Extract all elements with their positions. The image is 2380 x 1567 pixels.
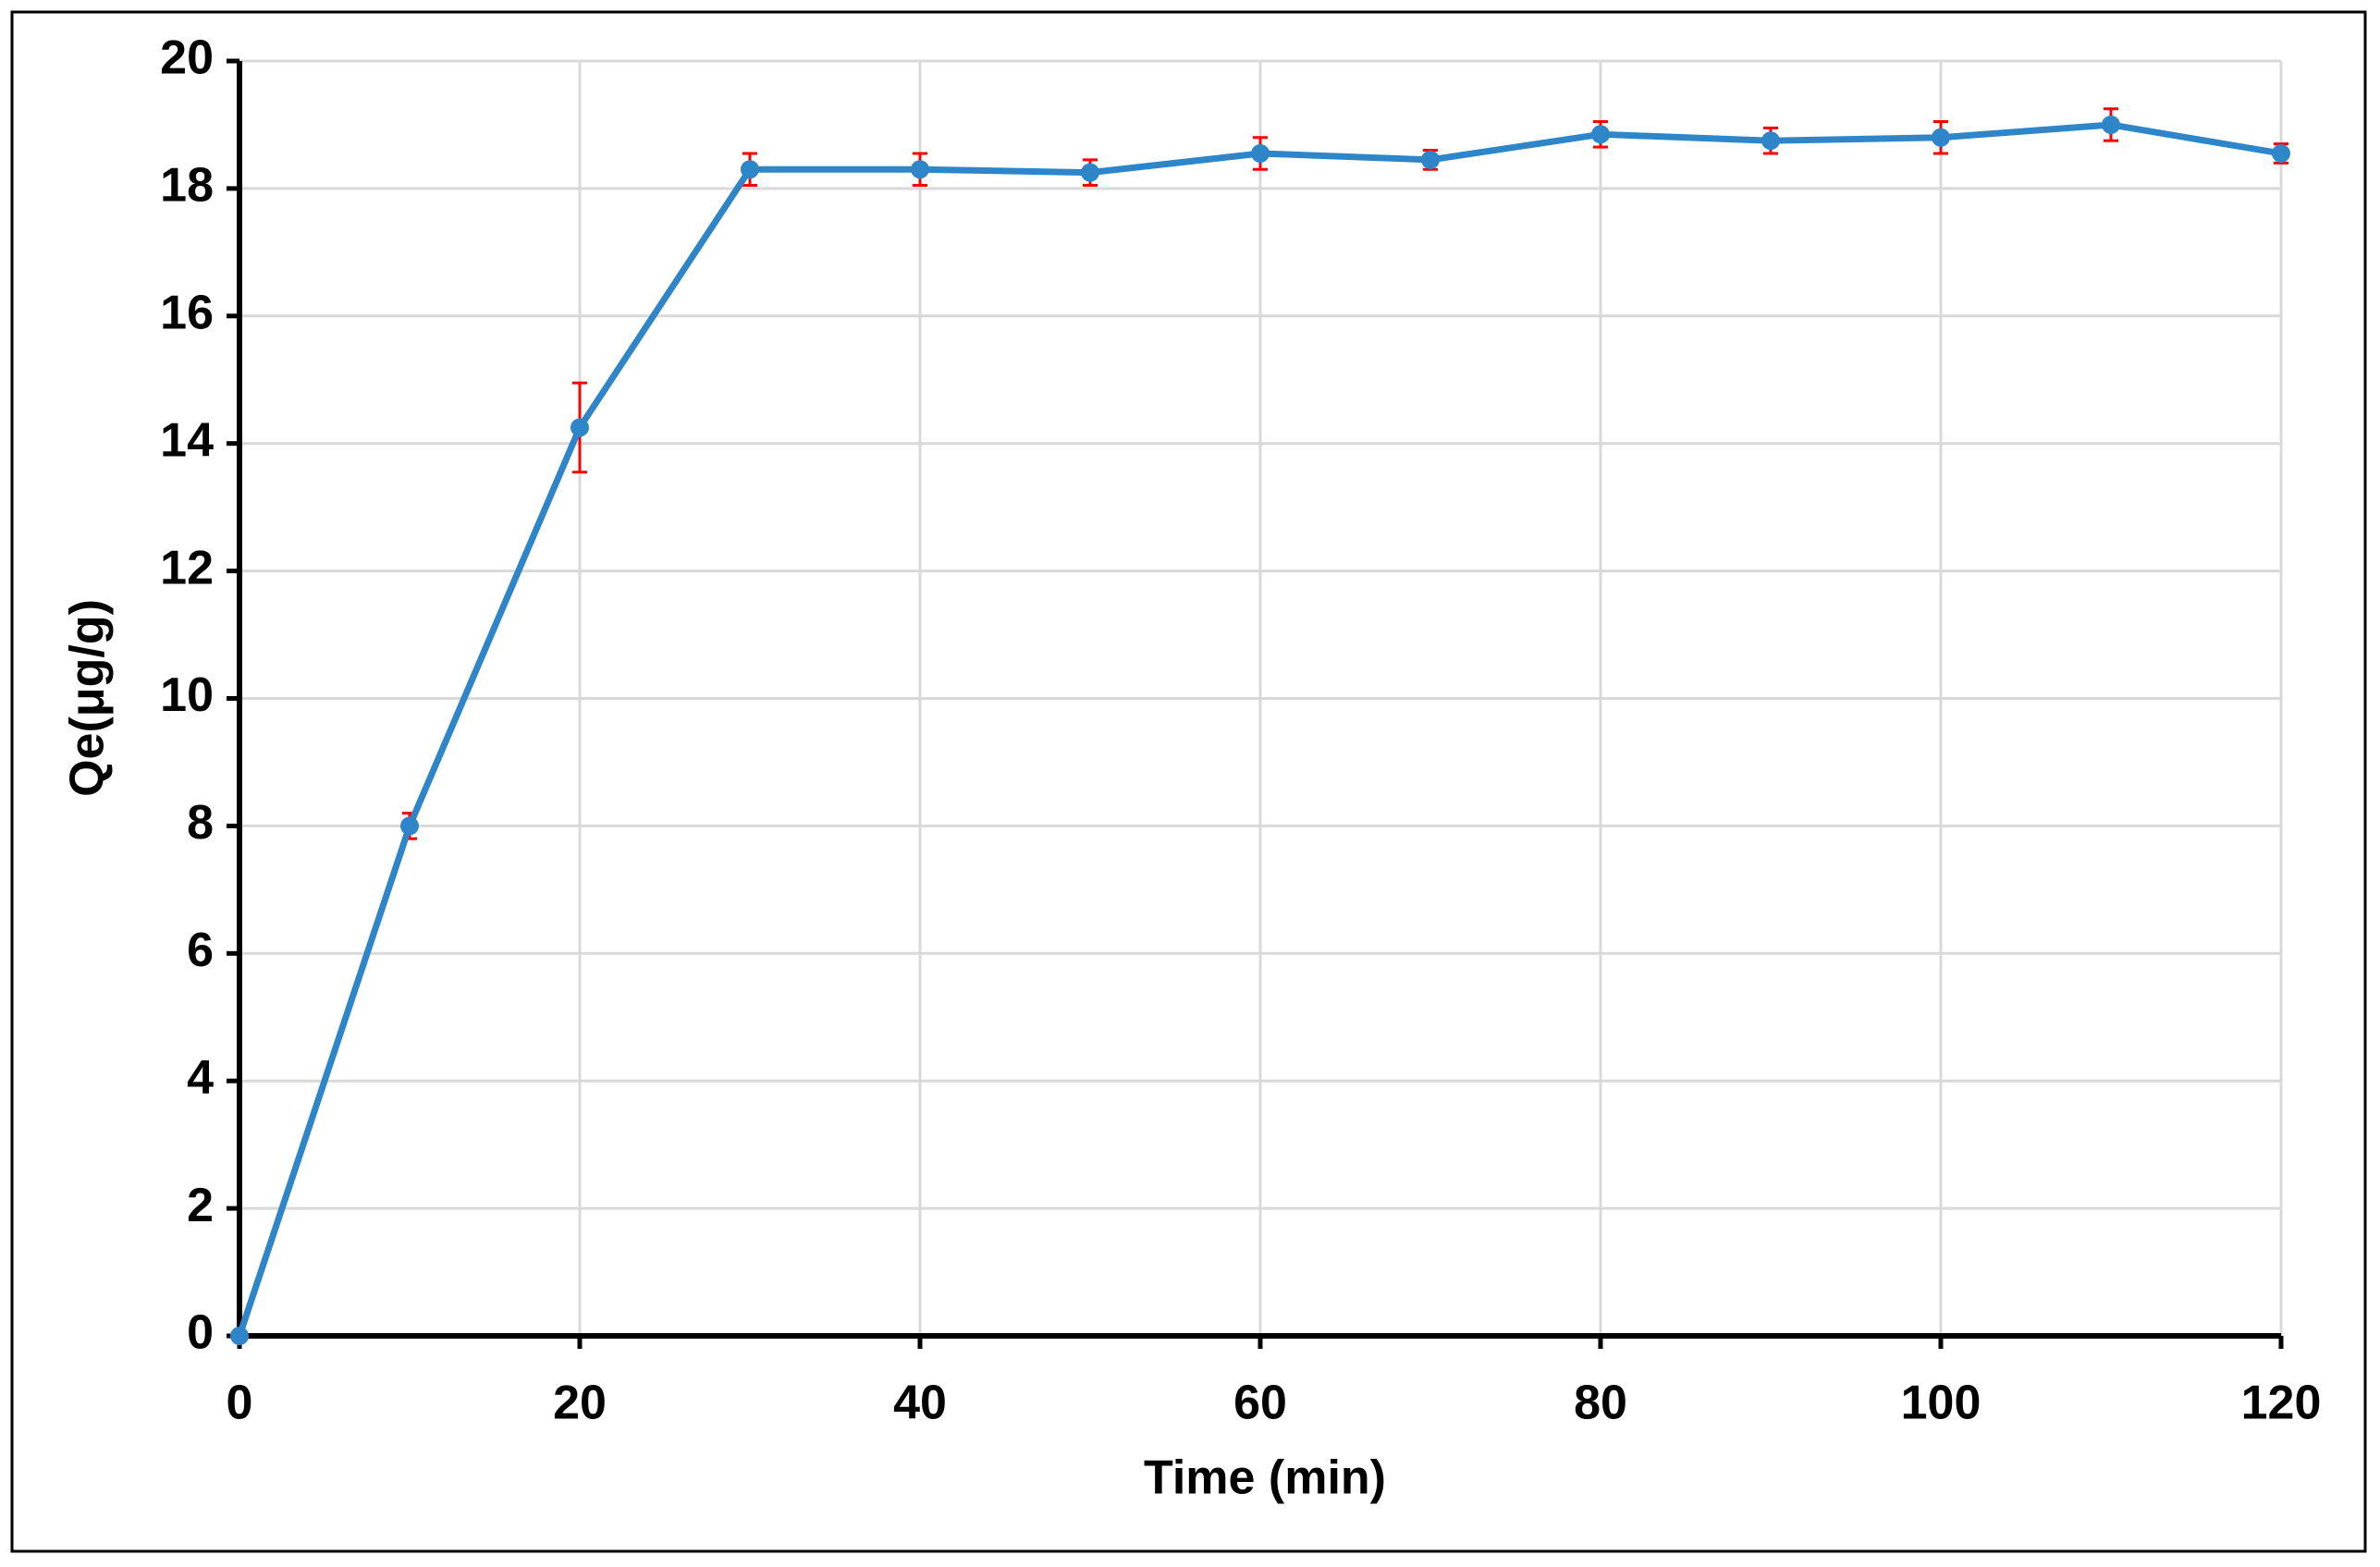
- y-axis-title: Qe(μg/g): [61, 599, 115, 797]
- marker: [2102, 115, 2120, 134]
- marker: [230, 1327, 249, 1345]
- y-tick-label: 0: [187, 1306, 214, 1360]
- y-tick-label: 14: [160, 413, 214, 467]
- y-tick-label: 16: [160, 287, 214, 340]
- y-tick-label: 6: [187, 924, 214, 977]
- y-tick-label: 10: [160, 668, 214, 722]
- x-tick-label: 80: [1574, 1377, 1627, 1430]
- y-tick-label: 2: [187, 1179, 214, 1232]
- x-tick-label: 100: [1901, 1377, 1981, 1430]
- x-tick-label: 40: [893, 1377, 947, 1430]
- x-tick-label: 120: [2241, 1377, 2322, 1430]
- chart-border: [10, 10, 2367, 1553]
- marker: [2272, 143, 2290, 163]
- marker: [1932, 128, 1950, 147]
- x-tick-label: 0: [227, 1377, 253, 1430]
- y-tick-label: 8: [187, 796, 214, 850]
- marker: [741, 160, 759, 179]
- marker: [1081, 163, 1099, 182]
- marker: [1251, 143, 1270, 163]
- marker: [911, 160, 929, 179]
- marker: [1591, 125, 1610, 144]
- marker: [1421, 150, 1440, 169]
- x-tick-label: 60: [1233, 1377, 1287, 1430]
- y-tick-label: 20: [160, 31, 214, 85]
- y-tick-label: 4: [187, 1051, 214, 1105]
- marker: [1761, 131, 1780, 151]
- marker: [400, 816, 419, 836]
- y-tick-label: 12: [160, 541, 214, 594]
- marker: [570, 418, 589, 437]
- x-tick-label: 20: [553, 1377, 607, 1430]
- y-tick-label: 18: [160, 159, 214, 213]
- x-axis-title: Time (min): [1144, 1451, 1386, 1505]
